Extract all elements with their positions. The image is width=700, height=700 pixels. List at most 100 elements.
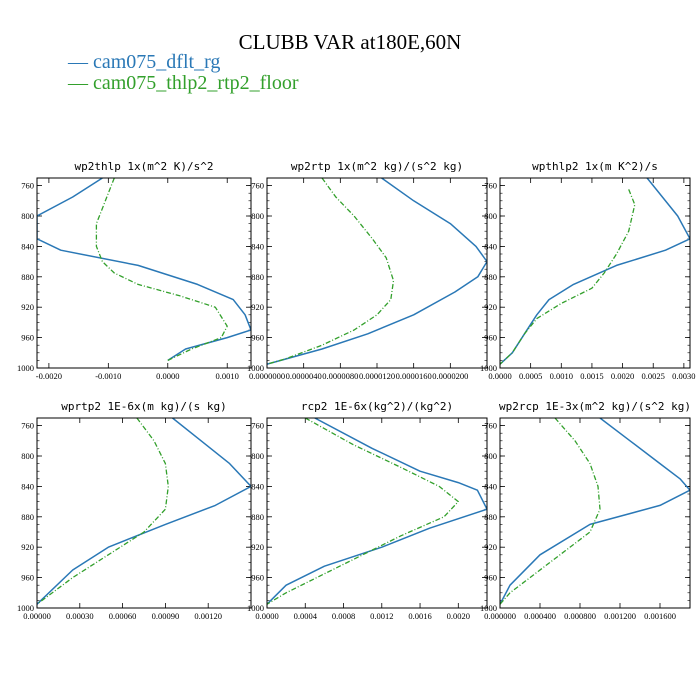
x-tick-label: 0.0010: [216, 371, 239, 381]
series-line-dflt: [500, 178, 690, 365]
y-tick-label: 840: [484, 241, 497, 251]
x-tick-label: 0.000800: [564, 611, 596, 621]
series-line-floor: [267, 418, 459, 605]
figure-title: CLUBB VAR at180E,60N: [238, 30, 462, 54]
y-tick-label: 960: [484, 573, 497, 583]
y-tick-label: 760: [251, 421, 264, 431]
y-tick-label: 800: [21, 211, 34, 221]
y-tick-label: 920: [251, 542, 264, 552]
y-tick-label: 1000: [480, 603, 497, 613]
x-tick-label: 0.0020: [447, 611, 470, 621]
panel-title: wp2rtp 1x(m^2 kg)/(s^2 kg): [291, 160, 463, 173]
x-tick-label: 0.0012: [370, 611, 393, 621]
y-tick-label: 760: [21, 181, 34, 191]
chart-panel: wp2rcp 1E-3x(m^2 kg)/(s^2 kg)760 800 840 88…: [480, 400, 691, 621]
x-tick-label: 0.0030: [672, 371, 695, 381]
panel-frame: [266, 177, 488, 369]
x-tick-label: 0.0000040: [286, 371, 322, 381]
x-tick-label: 0.00090: [152, 611, 180, 621]
x-tick-label: 0.0025: [642, 371, 665, 381]
panel-frame: [499, 177, 691, 369]
chart-panel: wp2thlp 1x(m^2 K)/s^2 760 800 840 880 920 960 1…: [17, 160, 252, 381]
panel-title: wp2thlp 1x(m^2 K)/s^2: [74, 160, 213, 173]
x-tick-label: 0.0000: [255, 611, 278, 621]
x-tick-label: 0.000400: [524, 611, 556, 621]
legend-dash-icon: —: [68, 51, 88, 73]
y-tick-label: 880: [484, 272, 497, 282]
x-tick-label: 0.001600: [644, 611, 676, 621]
series-line-dflt: [37, 178, 251, 362]
x-tick-label: 0.0020: [611, 371, 634, 381]
legend-dash-icon: —: [68, 72, 88, 94]
legend-label: cam075_thlp2_rtp2_floor: [93, 72, 299, 94]
series-line-floor: [37, 418, 169, 605]
x-tick-label: 0.0000120: [359, 371, 395, 381]
series-line-dflt: [267, 178, 487, 365]
x-tick-label: 0.00060: [109, 611, 137, 621]
y-tick-label: 880: [484, 512, 497, 522]
x-tick-label: 0.00120: [194, 611, 222, 621]
y-tick-label: 960: [21, 573, 34, 583]
series-line-floor: [95, 178, 228, 361]
y-tick-label: 920: [21, 542, 34, 552]
panel-title: wpthlp2 1x(m K^2)/s: [532, 160, 658, 173]
chart-panel: wp2rtp 1x(m^2 kg)/(s^2 kg) 760 800 840 880 92…: [247, 160, 488, 381]
panel-frame: [499, 417, 691, 609]
y-tick-label: 1000: [247, 363, 264, 373]
x-tick-label: 0.0000000: [249, 371, 285, 381]
panel-frame: [36, 417, 252, 609]
series-line-floor: [267, 178, 395, 365]
panel-title: wp2rcp 1E-3x(m^2 kg)/(s^2 kg): [499, 400, 691, 413]
y-tick-label: 840: [251, 241, 264, 251]
x-tick-label: 0.0000160: [396, 371, 432, 381]
y-tick-label: 800: [21, 451, 34, 461]
x-tick-label: 0.0015: [580, 371, 603, 381]
x-tick-label: 0.0000: [488, 371, 511, 381]
y-tick-label: 760: [21, 421, 34, 431]
legend-item-dflt: — cam075_dflt_rg: [68, 52, 299, 73]
y-tick-label: 840: [21, 481, 34, 491]
y-tick-label: 840: [251, 481, 264, 491]
y-tick-label: 800: [251, 451, 264, 461]
panel-frame: [266, 417, 488, 609]
legend-item-floor: — cam075_thlp2_rtp2_floor: [68, 73, 299, 94]
x-tick-label: -0.0020: [36, 371, 62, 381]
y-tick-label: 800: [484, 451, 497, 461]
y-tick-label: 920: [21, 302, 34, 312]
y-tick-label: 920: [484, 302, 497, 312]
x-tick-label: 0.0000: [156, 371, 179, 381]
y-tick-label: 840: [21, 241, 34, 251]
y-tick-label: 800: [484, 211, 497, 221]
y-tick-label: 880: [21, 512, 34, 522]
panel-title: rcp2 1E-6x(kg^2)/(kg^2): [301, 400, 453, 413]
chart-panel: rcp2 1E-6x(kg^2)/(kg^2) 760 800 840 880 920 96…: [247, 400, 488, 621]
x-tick-label: 0.00000: [23, 611, 51, 621]
y-tick-label: 880: [21, 272, 34, 282]
panel-frame: [36, 177, 252, 369]
x-tick-label: 0.001200: [604, 611, 636, 621]
y-tick-label: 760: [484, 421, 497, 431]
series-line-dflt: [267, 418, 487, 605]
y-tick-label: 960: [251, 333, 264, 343]
y-tick-label: 960: [484, 333, 497, 343]
y-tick-label: 760: [251, 181, 264, 191]
x-tick-label: 0.0005: [519, 371, 542, 381]
legend-label: cam075_dflt_rg: [93, 51, 221, 73]
y-tick-label: 1000: [247, 603, 264, 613]
chart-panel: wpthlp2 1x(m K^2)/s 760 800 840 880 920 960 100…: [480, 160, 696, 381]
y-tick-label: 960: [21, 333, 34, 343]
y-tick-label: 800: [251, 211, 264, 221]
x-tick-label: 0.0004: [294, 611, 318, 621]
x-tick-label: -0.0010: [95, 371, 121, 381]
x-tick-label: 0.0010: [550, 371, 573, 381]
series-line-floor: [500, 418, 601, 605]
y-tick-label: 1000: [17, 363, 34, 373]
x-tick-label: 0.0008: [332, 611, 355, 621]
series-line-floor: [500, 189, 636, 365]
y-tick-label: 1000: [17, 603, 34, 613]
y-tick-label: 920: [251, 302, 264, 312]
legend: — cam075_dflt_rg — cam075_thlp2_rtp2_flo…: [68, 52, 299, 94]
y-tick-label: 880: [251, 272, 264, 282]
x-tick-label: 0.00030: [66, 611, 94, 621]
y-tick-label: 760: [484, 181, 497, 191]
